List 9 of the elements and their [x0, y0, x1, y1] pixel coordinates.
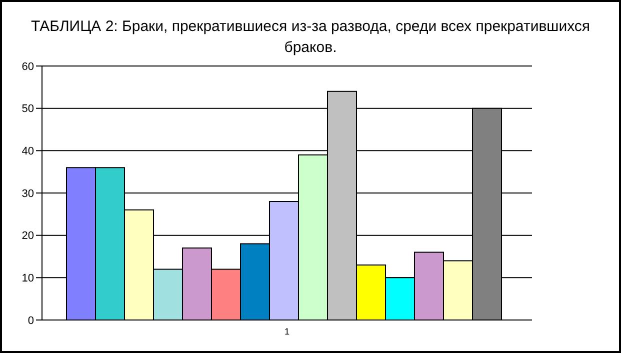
- y-tick-label: 20: [22, 230, 34, 242]
- y-tick-label: 60: [22, 60, 34, 73]
- x-tick-label: 1: [284, 326, 290, 336]
- y-tick-label: 0: [28, 314, 34, 327]
- chart-title: ТАБЛИЦА 2: Браки, прекратившиеся из-за развода, среди всех прекратившихся браков.: [30, 17, 590, 58]
- y-tick-label: 40: [22, 146, 34, 158]
- y-tick-label: 10: [22, 272, 34, 285]
- y-tick-label: 50: [22, 103, 34, 116]
- y-tick-label: 30: [22, 188, 34, 200]
